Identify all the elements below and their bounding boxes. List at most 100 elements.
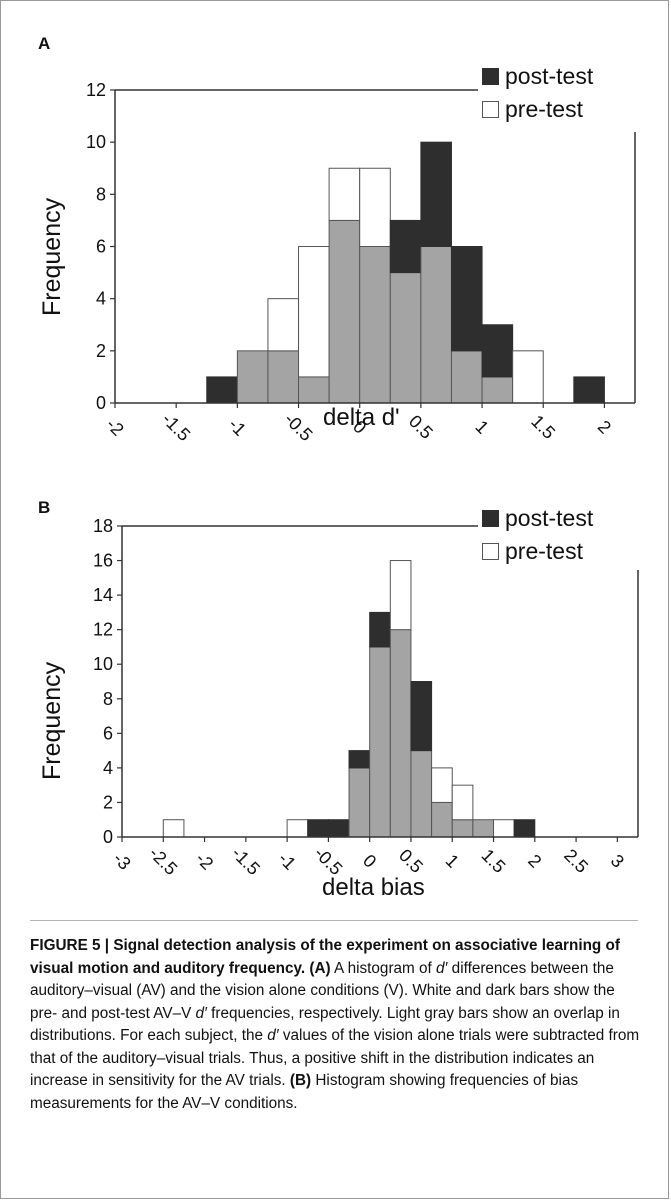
post-test-bar	[410, 681, 433, 752]
legend-label-post: post-test	[505, 63, 594, 89]
x-tick-label: 3	[607, 850, 628, 871]
x-tick-label: -2	[192, 848, 217, 873]
x-axis-label-b: delta bias	[322, 874, 425, 901]
panel-letter-b: B	[38, 498, 51, 517]
caption-d-prime: d′	[267, 1027, 279, 1044]
y-axis-label-b: Frequency	[38, 661, 66, 780]
overlap-bar	[451, 819, 474, 838]
y-tick-label: 6	[103, 723, 113, 743]
caption-text-b: Histogram showing frequencies of bias me…	[30, 1072, 579, 1112]
pre-test-bar	[328, 167, 361, 221]
overlap-bar	[369, 646, 391, 838]
pre-test-bar	[512, 350, 544, 404]
caption-text-a4: values of the vision alone trials were s…	[30, 1027, 640, 1089]
figure-caption: FIGURE 5 | Signal detection analysis of …	[30, 935, 642, 1115]
post-test-bar	[348, 750, 371, 769]
overlap-bar	[298, 376, 330, 404]
panel-a: 0 2 4 6 8 10 12 -2 -1.5 -1 -0.5 0 0.5 1 1.5 2 A Frequen…	[0, 20, 671, 480]
post-test-bar	[389, 219, 422, 274]
pre-test-bar	[451, 784, 474, 821]
caption-title: FIGURE 5 | Signal detection analysis of …	[30, 937, 620, 977]
x-tick-label: -1.5	[228, 843, 264, 879]
overlap-bar	[450, 350, 483, 404]
overlap-bar	[410, 750, 433, 838]
x-tick-label: 2.5	[560, 845, 592, 877]
y-tick-label: 8	[96, 184, 106, 204]
post-test-swatch	[482, 510, 499, 527]
panel-letter-a: A	[38, 34, 51, 53]
overlap-bar	[267, 350, 300, 404]
x-tick-label: -0.5	[280, 409, 316, 445]
pre-test-bar	[359, 167, 391, 247]
post-test-bar	[573, 376, 605, 404]
pre-test-swatch	[482, 101, 499, 118]
legend-a: post-test pre-test	[482, 60, 593, 126]
overlap-bar	[359, 246, 391, 404]
x-tick-label: 0.5	[405, 411, 437, 443]
x-tick-label: -1	[274, 848, 299, 873]
legend-label-pre: pre-test	[505, 538, 583, 564]
x-tick-label: 0	[359, 850, 380, 871]
caption-text-a1: A histogram of	[334, 959, 437, 977]
y-tick-label: 2	[96, 341, 106, 361]
caption-d-prime: d′	[436, 959, 448, 977]
post-test-bar	[206, 376, 238, 404]
y-tick-label: 14	[93, 585, 113, 605]
post-test-bar	[481, 324, 514, 378]
post-test-bar	[327, 819, 350, 838]
y-tick-label: 8	[103, 689, 113, 709]
y-tick-label: 0	[103, 827, 113, 847]
legend-item-post: post-test	[482, 60, 593, 93]
x-tick-label: -1.5	[158, 409, 194, 445]
x-tick-label: -3	[109, 848, 134, 873]
legend-item-pre: pre-test	[482, 535, 593, 568]
pre-test-bar	[431, 767, 453, 803]
overlap-bar	[472, 819, 495, 838]
x-tick-label: 2	[594, 416, 615, 437]
overlap-bar	[389, 272, 422, 404]
x-tick-label: 1	[471, 416, 492, 437]
y-tick-label: 18	[93, 516, 113, 536]
x-tick-label: 1.5	[527, 411, 559, 443]
caption-text-a2: differences between the auditory–visual …	[30, 959, 615, 1022]
caption-text-a3: frequencies, respectively. Light gray ba…	[30, 1004, 620, 1045]
y-tick-label: 4	[103, 758, 113, 778]
y-tick-label: 10	[86, 132, 106, 152]
post-test-bar	[450, 246, 483, 352]
overlap-bar	[328, 219, 361, 404]
overlap-bar	[348, 767, 371, 838]
x-tick-label: 2	[524, 850, 545, 871]
y-tick-label: 0	[96, 393, 106, 413]
pre-test-bar	[267, 298, 300, 352]
legend-b: post-test pre-test	[482, 502, 593, 568]
caption-divider	[30, 920, 638, 921]
post-test-bar	[420, 141, 452, 247]
overlap-bar	[389, 629, 412, 838]
x-tick-label: 1	[442, 850, 463, 871]
y-tick-label: 12	[93, 620, 113, 640]
pre-test-bar	[389, 560, 412, 631]
legend-item-post: post-test	[482, 502, 593, 535]
post-test-bar	[307, 819, 329, 838]
pre-test-bar	[162, 819, 185, 838]
x-tick-label: 1.5	[478, 845, 510, 877]
pre-test-bar	[286, 819, 309, 838]
pre-test-swatch	[482, 543, 499, 560]
y-tick-label: 12	[86, 80, 106, 100]
caption-label-a: (A)	[309, 959, 331, 977]
post-test-bar	[513, 819, 536, 838]
legend-item-pre: pre-test	[482, 93, 593, 126]
post-test-bar	[369, 611, 391, 648]
overlap-bar	[481, 376, 514, 404]
x-tick-label: 0.5	[395, 845, 427, 877]
y-tick-label: 10	[93, 654, 113, 674]
overlap-bar	[431, 801, 453, 838]
overlap-bar	[236, 350, 269, 404]
pre-test-bar	[493, 819, 515, 838]
post-test-swatch	[482, 68, 499, 85]
panel-b: 0 2 4 6 8 10 12 14 16 18 -3 -2.5 -2 -1.5 -1 -0.5 0 0.5 1 1.…	[0, 470, 671, 901]
caption-d-prime: d′	[195, 1004, 207, 1022]
y-tick-label: 2	[103, 792, 113, 812]
x-tick-label: -2	[102, 414, 127, 439]
